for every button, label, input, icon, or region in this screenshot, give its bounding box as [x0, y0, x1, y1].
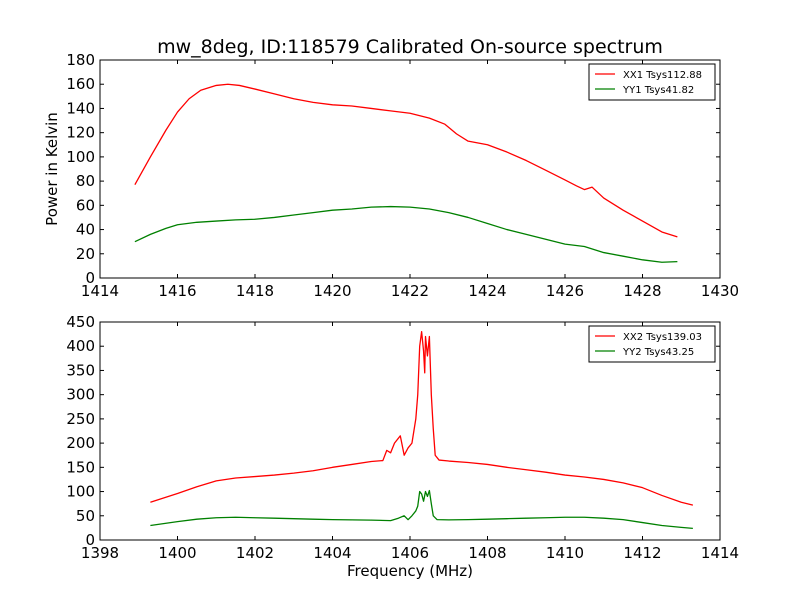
- chart-title: mw_8deg, ID:118579 Calibrated On-source …: [157, 36, 663, 58]
- x-tick-label: 1422: [391, 282, 429, 300]
- x-tick-label: 1424: [468, 282, 506, 300]
- legend-label: XX2 Tsys139.03: [623, 332, 702, 343]
- y-tick-label: 200: [66, 434, 95, 452]
- y-tick-label: 100: [66, 148, 95, 166]
- y-tick-label: 50: [76, 507, 95, 525]
- x-tick-label: 1404: [313, 544, 351, 562]
- x-axis-label: Frequency (MHz): [347, 562, 473, 580]
- y-tick-label: 0: [85, 531, 95, 549]
- series-line-1-1: [134, 83, 678, 238]
- legend-box: [588, 325, 716, 363]
- series-line-2-1: [150, 331, 694, 506]
- y-axis-label: Power in Kelvin: [43, 112, 61, 226]
- x-tick-label: 1426: [546, 282, 584, 300]
- x-tick-label: 1414: [701, 544, 739, 562]
- y-tick-label: 400: [66, 337, 95, 355]
- x-tick-label: 1410: [546, 544, 584, 562]
- top-plot: 1414 1416 1418 1420 1422 1424 1426 1428 1430 0 20 4…: [43, 51, 739, 300]
- y-tick-label: 180: [66, 51, 95, 69]
- y-tick-label: 120: [66, 124, 95, 142]
- y-tick-label: 250: [66, 410, 95, 428]
- legend: XX1 Tsys112.88 YY1 Tsys41.82: [588, 63, 716, 101]
- x-tick-label: 1412: [623, 544, 661, 562]
- series-line-2-2: [150, 489, 693, 530]
- legend-label: XX1 Tsys112.88: [623, 70, 702, 81]
- y-tick-label: 350: [66, 361, 95, 379]
- legend-label: YY1 Tsys41.82: [622, 85, 694, 96]
- x-tick-label: 1428: [623, 282, 661, 300]
- legend: XX2 Tsys139.03 YY2 Tsys43.25: [588, 325, 716, 363]
- y-tick-label: 40: [76, 221, 95, 239]
- y-tick-label: 60: [76, 196, 95, 214]
- y-tick-label: 140: [66, 99, 95, 117]
- y-tick-label: 450: [66, 313, 95, 331]
- y-tick-label: 20: [76, 245, 95, 263]
- x-tick-label: 1418: [236, 282, 274, 300]
- x-tick-label: 1430: [701, 282, 739, 300]
- y-tick-label: 0: [85, 269, 95, 287]
- x-tick-label: 1408: [468, 544, 506, 562]
- y-tick-label: 300: [66, 386, 95, 404]
- x-tick-label: 1416: [158, 282, 196, 300]
- x-tick-label: 1420: [313, 282, 351, 300]
- x-tick-label: 1414: [81, 282, 119, 300]
- x-tick-label: 1402: [236, 544, 274, 562]
- legend-box: [588, 63, 716, 101]
- x-tick-label: 1406: [391, 544, 429, 562]
- y-tick-label: 150: [66, 458, 95, 476]
- series-line-1-2: [134, 205, 678, 263]
- x-tick-label: 1398: [81, 544, 119, 562]
- y-tick-label: 80: [76, 172, 95, 190]
- y-tick-label: 100: [66, 483, 95, 501]
- x-tick-label: 1400: [158, 544, 196, 562]
- bottom-plot: 1398 1400 1402 1404 1406 1408 1410 1412 1414 0 50 1…: [66, 313, 739, 580]
- y-tick-label: 160: [66, 75, 95, 93]
- legend-label: YY2 Tsys43.25: [622, 347, 694, 358]
